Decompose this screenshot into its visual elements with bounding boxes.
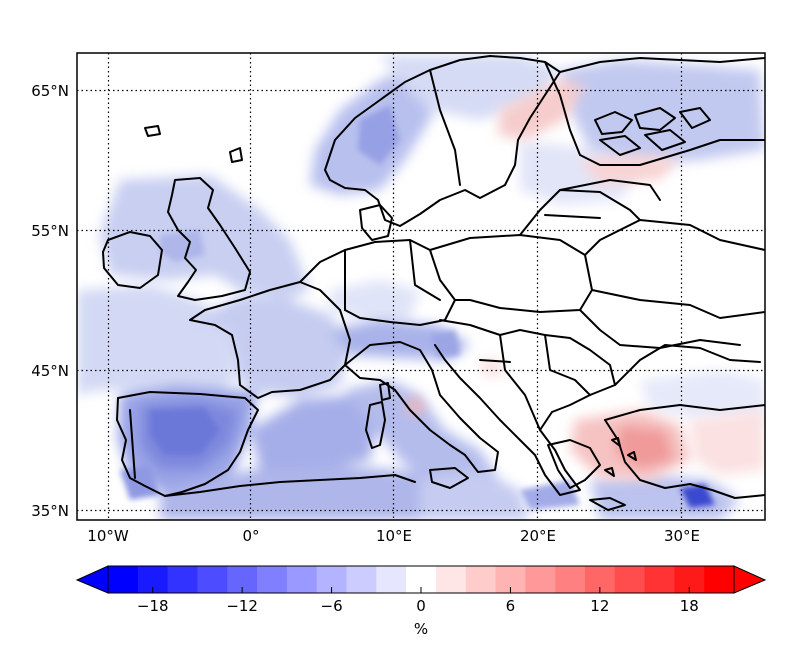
colorbar-unit-label: % — [414, 620, 428, 638]
colorbar-segment — [525, 566, 556, 593]
colorbar-segment — [346, 566, 377, 593]
colorbar-segment — [614, 566, 645, 593]
latitude-labels: 65°N 55°N 45°N 35°N — [31, 82, 69, 520]
longitude-labels: 10°W 0° 10°E 20°E 30°E — [87, 527, 700, 545]
lat-label-45n: 45°N — [31, 362, 69, 380]
colorbar-segment — [167, 566, 198, 593]
colorbar-extend-low — [75, 565, 109, 594]
colorbar-tick-label: 12 — [590, 597, 609, 615]
anomaly-field — [77, 55, 765, 520]
lat-label-55n: 55°N — [31, 222, 69, 240]
lat-label-65n: 65°N — [31, 82, 69, 100]
colorbar-segments — [108, 566, 735, 593]
lat-label-35n: 35°N — [31, 502, 69, 520]
colorbar-tick-label: 18 — [680, 597, 699, 615]
lon-label-20e: 20°E — [520, 527, 556, 545]
map-frame — [76, 52, 766, 521]
colorbar-segment — [286, 566, 318, 593]
colorbar-segment — [108, 566, 139, 593]
colorbar-segment — [704, 566, 735, 593]
colorbar-segment — [465, 566, 496, 593]
lon-label-30e: 30°E — [664, 527, 700, 545]
graticule — [77, 53, 765, 520]
colorbar-tick-label: 6 — [506, 597, 516, 615]
colorbar-tick-label: −6 — [321, 597, 343, 615]
lon-label-10w: 10°W — [87, 527, 129, 545]
colorbar-segment — [435, 566, 467, 593]
colorbar-segment — [257, 566, 288, 593]
colorbar-extend-high — [733, 565, 767, 594]
colorbar-ticks: −18 −12 −6 0 6 12 18 — [137, 587, 699, 615]
colorbar-segment — [644, 566, 675, 593]
colorbar-tick-label: 0 — [416, 597, 426, 615]
lon-label-10e: 10°E — [376, 527, 412, 545]
colorbar-tick-label: −18 — [137, 597, 169, 615]
colorbar-segment — [376, 566, 407, 593]
colorbar: −18 −12 −6 0 6 12 18 % — [75, 565, 767, 638]
coastlines-and-borders — [102, 55, 765, 511]
lon-label-0: 0° — [242, 527, 259, 545]
colorbar-segment — [197, 566, 228, 593]
colorbar-segment — [555, 566, 586, 593]
colorbar-tick-label: −12 — [226, 597, 258, 615]
map-panel — [76, 52, 766, 521]
